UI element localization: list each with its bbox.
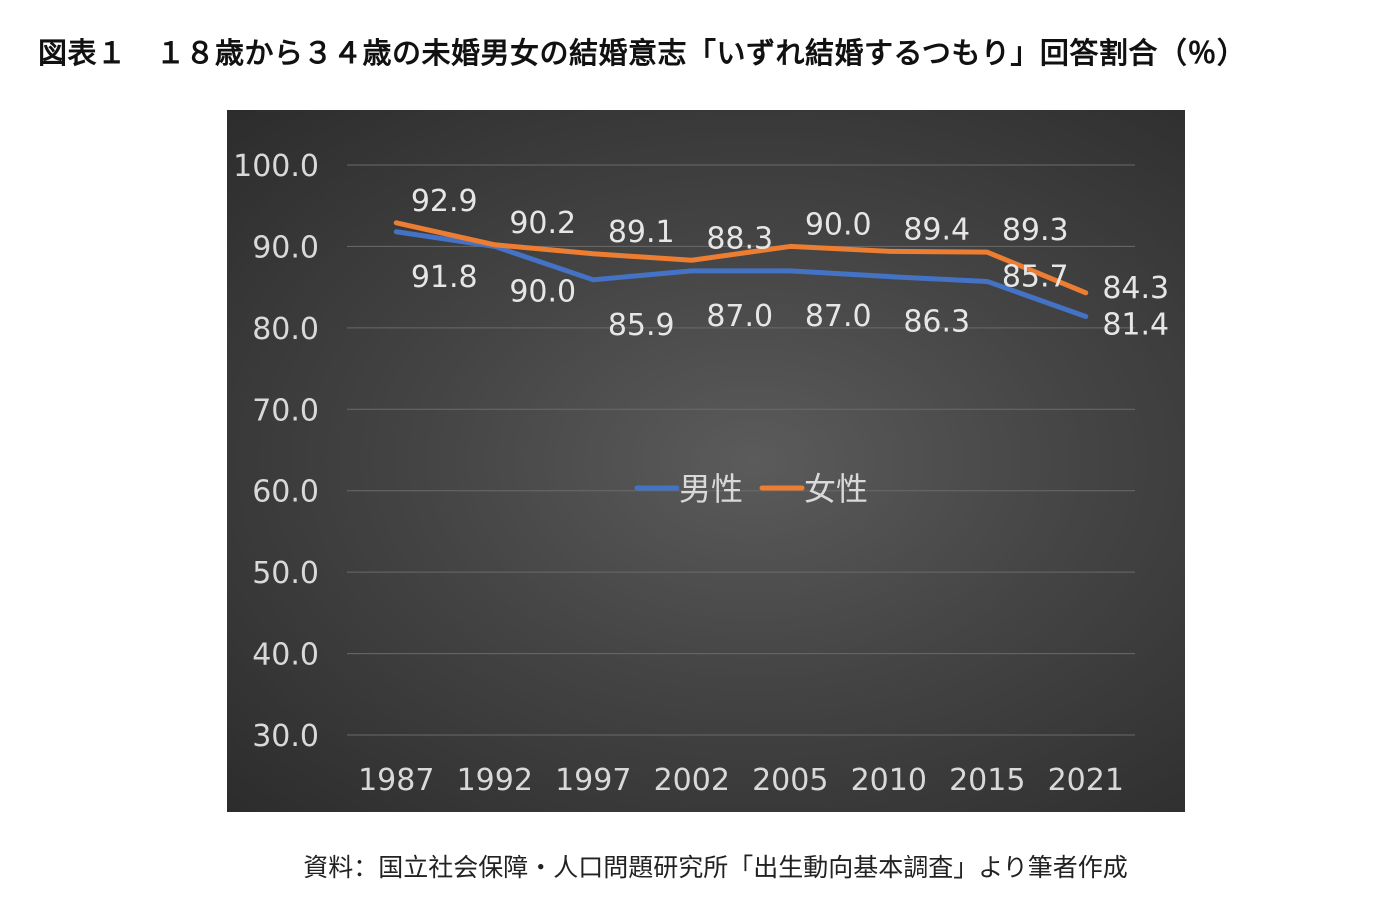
- y-tick-label: 40.0: [252, 638, 319, 673]
- y-tick-label: 80.0: [252, 312, 319, 347]
- x-tick-label: 1992: [457, 763, 533, 798]
- data-label: 92.9: [411, 184, 478, 219]
- x-tick-label: 1987: [358, 763, 434, 798]
- data-label: 87.0: [706, 299, 773, 334]
- series-line-male: [393, 229, 1089, 319]
- data-label: 86.3: [903, 305, 970, 340]
- x-tick-label: 1997: [555, 763, 631, 798]
- data-label: 84.3: [1102, 271, 1169, 306]
- data-label: 89.4: [903, 212, 970, 247]
- y-tick-label: 60.0: [252, 475, 319, 510]
- data-label: 90.0: [509, 274, 576, 309]
- x-tick-label: 2015: [949, 763, 1025, 798]
- data-label: 85.7: [1002, 259, 1069, 294]
- y-axis-ticks: 30.0 40.0 50.0 60.0 70.0 80.0 90.0 100.0: [233, 149, 319, 754]
- figure-title: 図表１ １８歳から３４歳の未婚男女の結婚意志「いずれ結婚するつもり」回答割合（％…: [38, 36, 1247, 70]
- series-line-female: [393, 220, 1089, 296]
- y-tick-label: 50.0: [252, 556, 319, 591]
- y-tick-label: 100.0: [233, 149, 319, 184]
- legend-label: 女性: [804, 470, 868, 508]
- data-label: 89.3: [1002, 213, 1069, 248]
- data-label: 85.9: [608, 308, 675, 343]
- data-label: 91.8: [411, 260, 478, 295]
- legend: 男性 女性: [634, 470, 868, 508]
- data-label: 90.0: [805, 207, 872, 242]
- x-tick-label: 2002: [654, 763, 730, 798]
- data-labels: 91.8 90.0 85.9 87.0 87.0 86.3 85.7 81.4 92.9 90.2…: [411, 184, 1169, 343]
- series-lines: [393, 220, 1089, 319]
- y-tick-label: 90.0: [252, 230, 319, 265]
- data-label: 87.0: [805, 299, 872, 334]
- x-axis-ticks: 1987 1992 1997 2002 2005 2010 2015 2021: [358, 763, 1124, 798]
- data-label: 81.4: [1102, 307, 1169, 342]
- data-label: 89.1: [608, 215, 675, 250]
- source-note: 資料：国立社会保障・人口問題研究所「出生動向基本調査」より筆者作成: [303, 853, 1128, 882]
- x-tick-label: 2010: [851, 763, 927, 798]
- x-tick-label: 2021: [1048, 763, 1124, 798]
- line-chart: 30.0 40.0 50.0 60.0 70.0 80.0 90.0 100.0 1987 19…: [227, 110, 1185, 812]
- legend-label: 男性: [679, 470, 743, 508]
- data-label: 88.3: [706, 221, 773, 256]
- y-tick-label: 30.0: [252, 719, 319, 754]
- data-label: 90.2: [509, 206, 576, 241]
- x-tick-label: 2005: [752, 763, 828, 798]
- y-tick-label: 70.0: [252, 393, 319, 428]
